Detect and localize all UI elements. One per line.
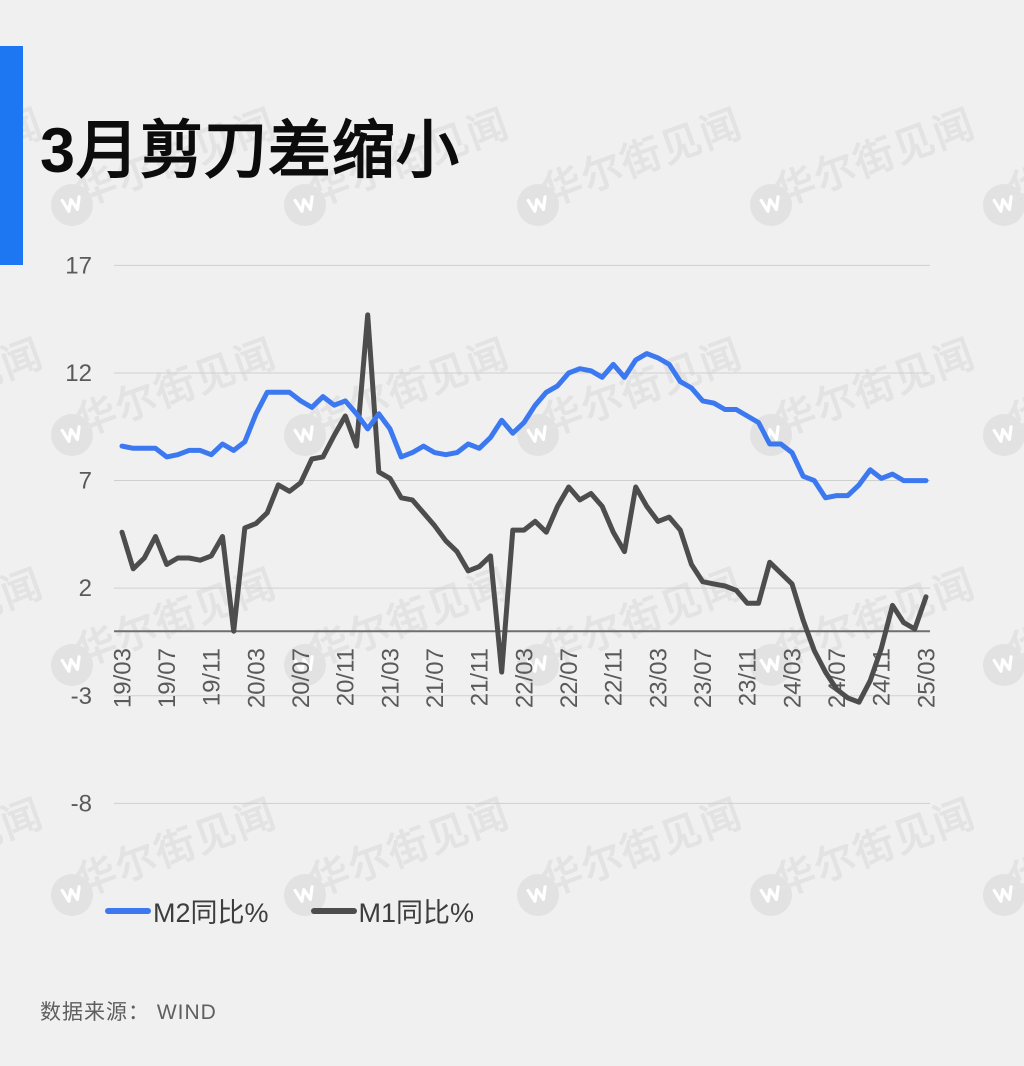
- x-tick-label: 22/03: [511, 648, 538, 708]
- x-tick-label: 21/07: [422, 648, 449, 708]
- chart-legend: M2同比% M1同比%: [105, 891, 474, 930]
- page-title: 3月剪刀差缩小: [40, 116, 461, 186]
- y-tick-label: 7: [79, 468, 92, 495]
- y-axis-labels: 17 12 7 2 -3 -8: [65, 252, 92, 817]
- m2-series-line: [119, 351, 929, 501]
- x-tick-label: 21/03: [377, 648, 404, 708]
- m1-series-line: [119, 312, 929, 705]
- x-axis-labels: 19/03 19/07 19/11 20/03 20/07 20/11 21/03 21/07…: [109, 648, 940, 708]
- y-tick-label: -8: [71, 790, 92, 817]
- accent-bar: [0, 46, 23, 265]
- x-tick-label: 22/07: [556, 648, 583, 708]
- x-tick-label: 20/11: [333, 648, 360, 706]
- x-tick-label: 20/07: [288, 648, 315, 708]
- m2-legend-label: M2同比%: [153, 898, 269, 928]
- x-tick-label: 22/11: [601, 648, 628, 706]
- x-tick-label: 20/03: [243, 648, 270, 708]
- x-tick-label: 25/03: [913, 648, 940, 708]
- legend-item-m1: M1同比%: [310, 891, 475, 930]
- y-tick-label: 17: [65, 252, 92, 279]
- x-tick-label: 24/03: [779, 648, 806, 708]
- legend-item-m2: M2同比%: [105, 891, 269, 930]
- x-tick-label: 23/03: [645, 648, 672, 708]
- x-tick-label: 19/11: [199, 648, 226, 706]
- x-tick-label: 19/07: [154, 648, 181, 708]
- m1-line-swatch: [310, 907, 357, 914]
- m2-line-swatch: [105, 907, 151, 914]
- x-tick-label: 23/11: [735, 648, 762, 706]
- data-source-note: 数据来源： WIND: [40, 1001, 217, 1024]
- y-tick-label: 12: [65, 360, 92, 387]
- gridlines: [114, 264, 930, 804]
- m1-legend-label: M1同比%: [358, 898, 475, 928]
- y-tick-label: 2: [79, 575, 92, 602]
- x-tick-label: 23/07: [690, 648, 717, 708]
- y-tick-label: -3: [71, 683, 92, 710]
- x-tick-label: 19/03: [109, 648, 136, 708]
- x-tick-label: 21/11: [467, 648, 494, 706]
